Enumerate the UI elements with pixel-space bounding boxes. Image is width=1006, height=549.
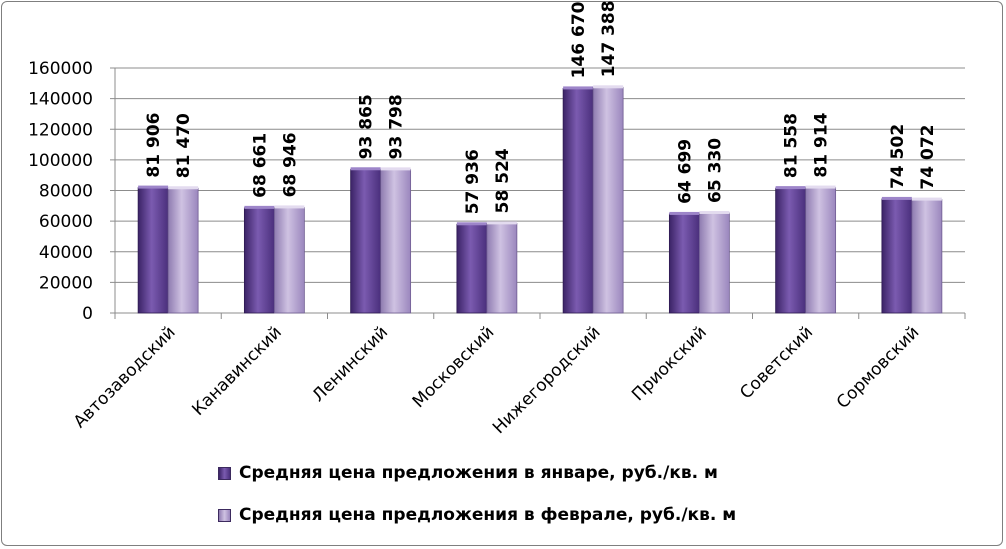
legend-label-january: Средняя цена предложения в январе, руб./… [239,463,718,483]
bar-top [911,197,942,201]
data-label: 81 906 [144,113,164,178]
bar-top [775,186,806,190]
x-tick-label: Приокский [628,322,711,405]
bar-january [881,198,913,314]
x-tick-label: Московский [409,322,499,412]
bar-top [563,86,594,90]
y-tick-label: 80000 [39,182,93,202]
bar-february [698,212,730,314]
bar-top [486,221,517,225]
bar-january [137,187,169,314]
data-label: 74 502 [888,124,908,189]
x-tick-label: Ленинский [309,322,393,406]
legend-label-february: Средняя цена предложения в феврале, руб.… [239,505,737,525]
y-tick-label: 40000 [39,243,93,263]
bar-top [274,205,305,209]
x-tick-label: Нижегородский [489,322,605,438]
bar-january [456,223,488,314]
x-tick-label: Советский [736,322,817,403]
bar-january [243,207,275,314]
bar-february [592,86,624,314]
bar-top [138,185,169,189]
data-label: 68 946 [280,132,300,197]
bar-february [911,199,943,314]
data-label: 147 388 [599,0,619,77]
y-tick-label: 0 [82,304,93,324]
bar-february [380,168,412,314]
bar-top [699,210,730,214]
legend-swatch-january [218,466,231,480]
bar-february [486,222,518,314]
y-tick-label: 120000 [28,120,93,140]
data-label: 93 798 [387,94,407,159]
data-label: 93 865 [357,94,377,159]
legend: Средняя цена предложения в январе, руб./… [218,460,736,544]
bar-february [167,187,199,314]
x-tick-label: Автозаводский [70,322,180,432]
y-tick-label: 60000 [39,212,93,232]
data-label: 81 914 [812,112,832,177]
bar-top [593,85,624,89]
x-tick-label: Канавинский [188,322,286,420]
bar-january [775,187,807,314]
bar-top [168,186,199,190]
legend-item-february: Средняя цена предложения в феврале, руб.… [218,502,736,528]
data-label: 81 558 [782,113,802,178]
bar-top [456,222,487,226]
x-tick-label: Сормовский [833,322,924,413]
bar-top [669,211,700,215]
y-tick-label: 20000 [39,273,93,293]
data-label: 64 699 [675,139,695,204]
y-tick-label: 140000 [28,90,93,110]
bar-chart: 0 20000 40000 60000 80000 100000 120000 140000 1… [28,0,966,438]
bar-top [380,167,411,171]
data-label: 65 330 [705,138,725,203]
bar-january [562,88,594,314]
data-label: 57 936 [463,149,483,214]
bar-february [273,207,305,314]
bar-top [881,196,912,200]
data-label: 58 524 [493,148,513,213]
bar-top [244,205,275,209]
bar-top [350,167,381,171]
data-label: 68 661 [250,133,270,198]
bar-top [805,185,836,189]
data-label: 81 470 [174,113,194,178]
y-tick-label: 100000 [28,151,93,171]
bar-february [805,187,837,314]
legend-item-january: Средняя цена предложения в январе, руб./… [218,460,736,486]
data-label: 74 072 [918,125,938,190]
legend-swatch-february [218,508,231,522]
data-label: 146 670 [569,1,589,78]
bar-january [350,168,382,314]
bar-january [668,213,700,314]
y-tick-label: 160000 [28,59,93,79]
